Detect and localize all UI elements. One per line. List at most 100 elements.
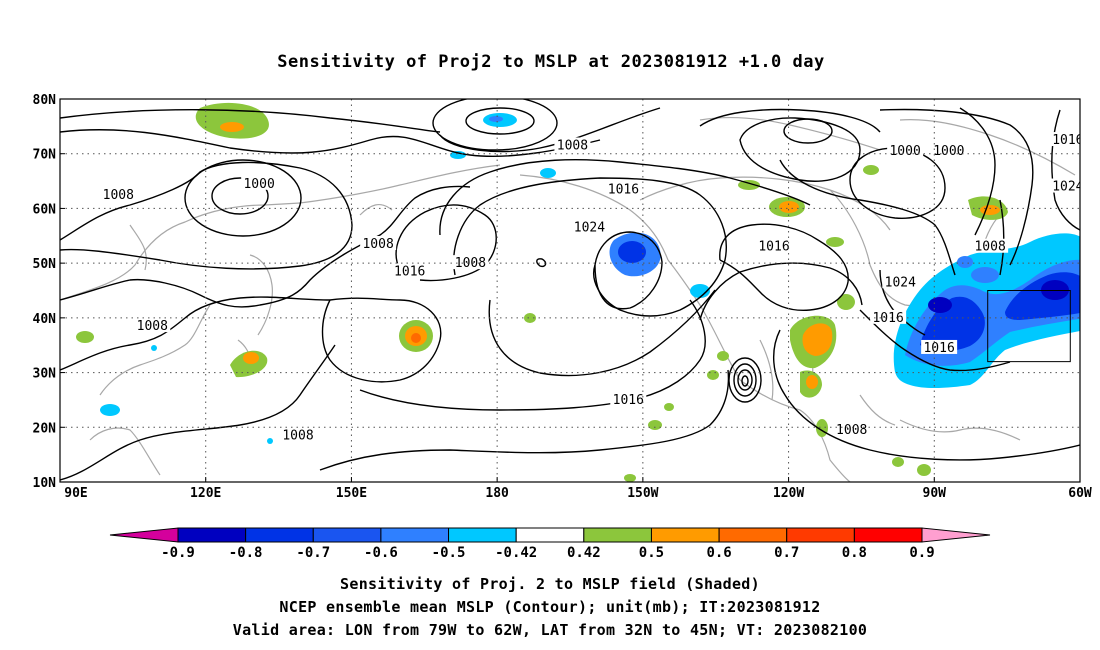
shading-patch <box>957 256 973 268</box>
colorbar-swatch <box>650 527 720 543</box>
shading-patch <box>920 296 985 352</box>
shading-patch <box>489 116 503 122</box>
latitude-axis: 10N 20N 30N 40N 50N 60N 70N 80N <box>33 93 65 491</box>
contour-label: 1016 <box>923 341 954 356</box>
colorbar-swatch <box>718 527 788 543</box>
contour-label: 1016 <box>872 311 903 326</box>
colorbar-tick-label: 0.42 <box>567 545 601 561</box>
contour-label-bg <box>280 427 316 442</box>
shading-patch <box>243 352 259 364</box>
shading-patch <box>892 457 904 467</box>
shading-patch <box>524 313 536 323</box>
y-tick-label: 70N <box>33 148 57 163</box>
contour-label-bg <box>605 181 642 196</box>
colorbar-swatch <box>448 527 517 543</box>
colorbar-tick-label: 0.8 <box>842 545 867 561</box>
colorbar-swatch <box>853 527 923 543</box>
contour-label: 1008 <box>974 240 1005 255</box>
contour-label: 1024 <box>1052 180 1083 195</box>
contour-label-bg <box>610 391 647 406</box>
valid-area-box <box>987 290 1071 363</box>
contour-label: 1008 <box>836 423 867 438</box>
colorbar-tick-label: 0.6 <box>706 545 731 561</box>
contour-label: 1024 <box>885 275 916 290</box>
contour-label-bg <box>921 339 958 354</box>
shading-patch <box>806 375 818 389</box>
contour-label: 1016 <box>394 264 425 279</box>
colorbar-swatch <box>515 527 585 543</box>
colorbar-tick-label: 0.9 <box>909 545 934 561</box>
contour-label-bg <box>360 235 397 250</box>
figure-title: Sensitivity of Proj2 to MSLP at 20230819… <box>277 52 824 72</box>
y-tick-label: 50N <box>33 257 57 272</box>
y-tick-label: 30N <box>33 367 57 382</box>
shading-patch <box>738 180 760 190</box>
colorbar-tick-label: -0.8 <box>229 545 263 561</box>
shading-patch <box>863 165 879 175</box>
shading-patch <box>100 404 120 416</box>
contour-label-bg <box>756 238 792 253</box>
shading-patch <box>151 345 157 351</box>
shading-patch <box>220 122 244 132</box>
contour-label-bg <box>882 274 919 289</box>
shading-patch <box>664 403 674 411</box>
shading-patch <box>802 323 833 356</box>
contour-label: 1008 <box>282 428 313 443</box>
contour-label: 1008 <box>137 319 168 334</box>
contour-label-bg <box>452 255 489 270</box>
x-tick-label: 180 <box>485 486 509 501</box>
contour-label: 1000 <box>933 144 964 159</box>
x-tick-label: 90E <box>64 486 87 501</box>
caption-line-3: Valid area: LON from 79W to 62W, LAT fro… <box>233 621 868 639</box>
colorbar-tick-label: -0.42 <box>495 545 537 561</box>
shading-patch <box>624 474 636 482</box>
shading-patch <box>411 333 421 343</box>
colorbar-swatch <box>245 527 314 543</box>
map-frame <box>59 98 1081 483</box>
shading-patch <box>917 464 931 476</box>
contour-label: 1016 <box>608 182 639 197</box>
colorbar-tick-label: -0.5 <box>432 545 466 561</box>
shading-patch <box>779 201 799 213</box>
contour-label: 1008 <box>103 188 134 203</box>
colorbar-swatch <box>583 527 652 543</box>
contour-label: 1016 <box>613 393 644 408</box>
x-tick-label: 60W <box>1068 486 1092 501</box>
colorbar-tick-label: -0.7 <box>296 545 330 561</box>
colorbar-under-triangle <box>109 527 179 543</box>
x-tick-label: 120W <box>773 486 804 501</box>
shading-patch <box>267 438 273 444</box>
contour-label-bg <box>833 422 870 437</box>
longitude-axis: 90E 120E 150E 180 150W 120W 90W 60W <box>59 477 1092 501</box>
colorbar-tick-label: -0.9 <box>161 545 195 561</box>
shading-patch <box>76 331 94 343</box>
contour-label: 1024 <box>574 221 605 236</box>
colorbar-swatch <box>786 527 855 543</box>
contour-label-bg <box>972 238 1009 253</box>
y-tick-label: 80N <box>33 93 57 108</box>
shading-patch <box>826 237 844 247</box>
contour-label: 1016 <box>758 240 789 255</box>
mslp-contours <box>60 99 1080 481</box>
lat-lon-grid <box>60 99 1080 482</box>
contour-label-bg <box>554 137 591 152</box>
contour-label-bg <box>134 318 171 333</box>
y-tick-label: 40N <box>33 312 57 327</box>
y-tick-label: 20N <box>33 421 57 436</box>
contour-label-bg <box>100 186 137 201</box>
caption-line-1: Sensitivity of Proj. 2 to MSLP field (Sh… <box>340 575 760 593</box>
colorbar-swatch <box>177 527 247 543</box>
shading-patch <box>690 284 710 298</box>
colorbar-tick-label: 0.7 <box>774 545 799 561</box>
shading-patch <box>618 241 646 263</box>
x-tick-label: 120E <box>190 486 221 501</box>
shading-patch <box>971 267 999 283</box>
contour-label: 1008 <box>557 139 588 154</box>
contour-label: 1008 <box>362 237 393 252</box>
colorbar: -0.9 -0.8 -0.7 -0.6 -0.5 -0.42 0.42 0.5 0.6 0.7 0.… <box>109 527 991 561</box>
x-tick-label: 150W <box>627 486 658 501</box>
contour-label-bg <box>1049 132 1080 147</box>
